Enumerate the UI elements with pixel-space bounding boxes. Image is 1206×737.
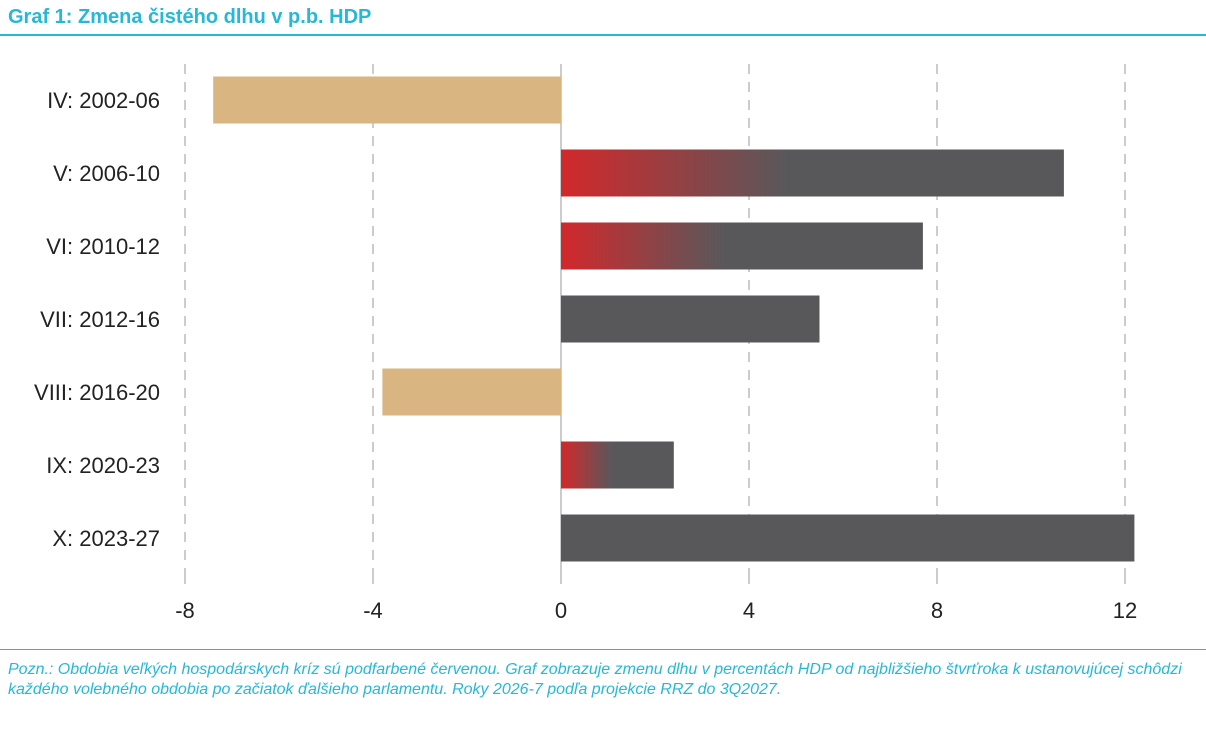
tick-label: 8 — [931, 598, 943, 623]
category-label: X: 2023-27 — [52, 526, 160, 551]
tick-label: 12 — [1113, 598, 1137, 623]
tick-label: 0 — [555, 598, 567, 623]
bars — [213, 76, 1135, 562]
bar — [561, 441, 674, 489]
category-label: VII: 2012-16 — [40, 307, 160, 332]
tick-label: -4 — [363, 598, 383, 623]
bar — [561, 222, 923, 270]
bar-chart: IV: 2002-06 V: 2006-10 VI: 2010-12 VII: 201… — [34, 64, 1137, 623]
category-label: VIII: 2016-20 — [34, 380, 160, 405]
category-label: VI: 2010-12 — [46, 234, 160, 259]
title-rule — [0, 34, 1206, 36]
category-label: IV: 2002-06 — [47, 88, 160, 113]
tick-label: -8 — [175, 598, 195, 623]
bar — [561, 514, 1135, 562]
category-label: IX: 2020-23 — [46, 453, 160, 478]
tick-label: 4 — [743, 598, 755, 623]
bar — [382, 368, 561, 416]
chart-title: Graf 1: Zmena čistého dlhu v p.b. HDP — [8, 6, 372, 28]
bar — [213, 76, 561, 124]
note-rule — [0, 649, 1206, 650]
x-axis-ticks: -8 -4 0 4 8 12 — [175, 576, 1137, 623]
bar — [561, 149, 1064, 197]
bar — [561, 295, 820, 343]
category-label: V: 2006-10 — [53, 161, 160, 186]
category-labels: IV: 2002-06 V: 2006-10 VI: 2010-12 VII: 201… — [34, 88, 160, 551]
chart-note: Pozn.: Obdobia veľkých hospodárskych krí… — [8, 661, 1182, 698]
